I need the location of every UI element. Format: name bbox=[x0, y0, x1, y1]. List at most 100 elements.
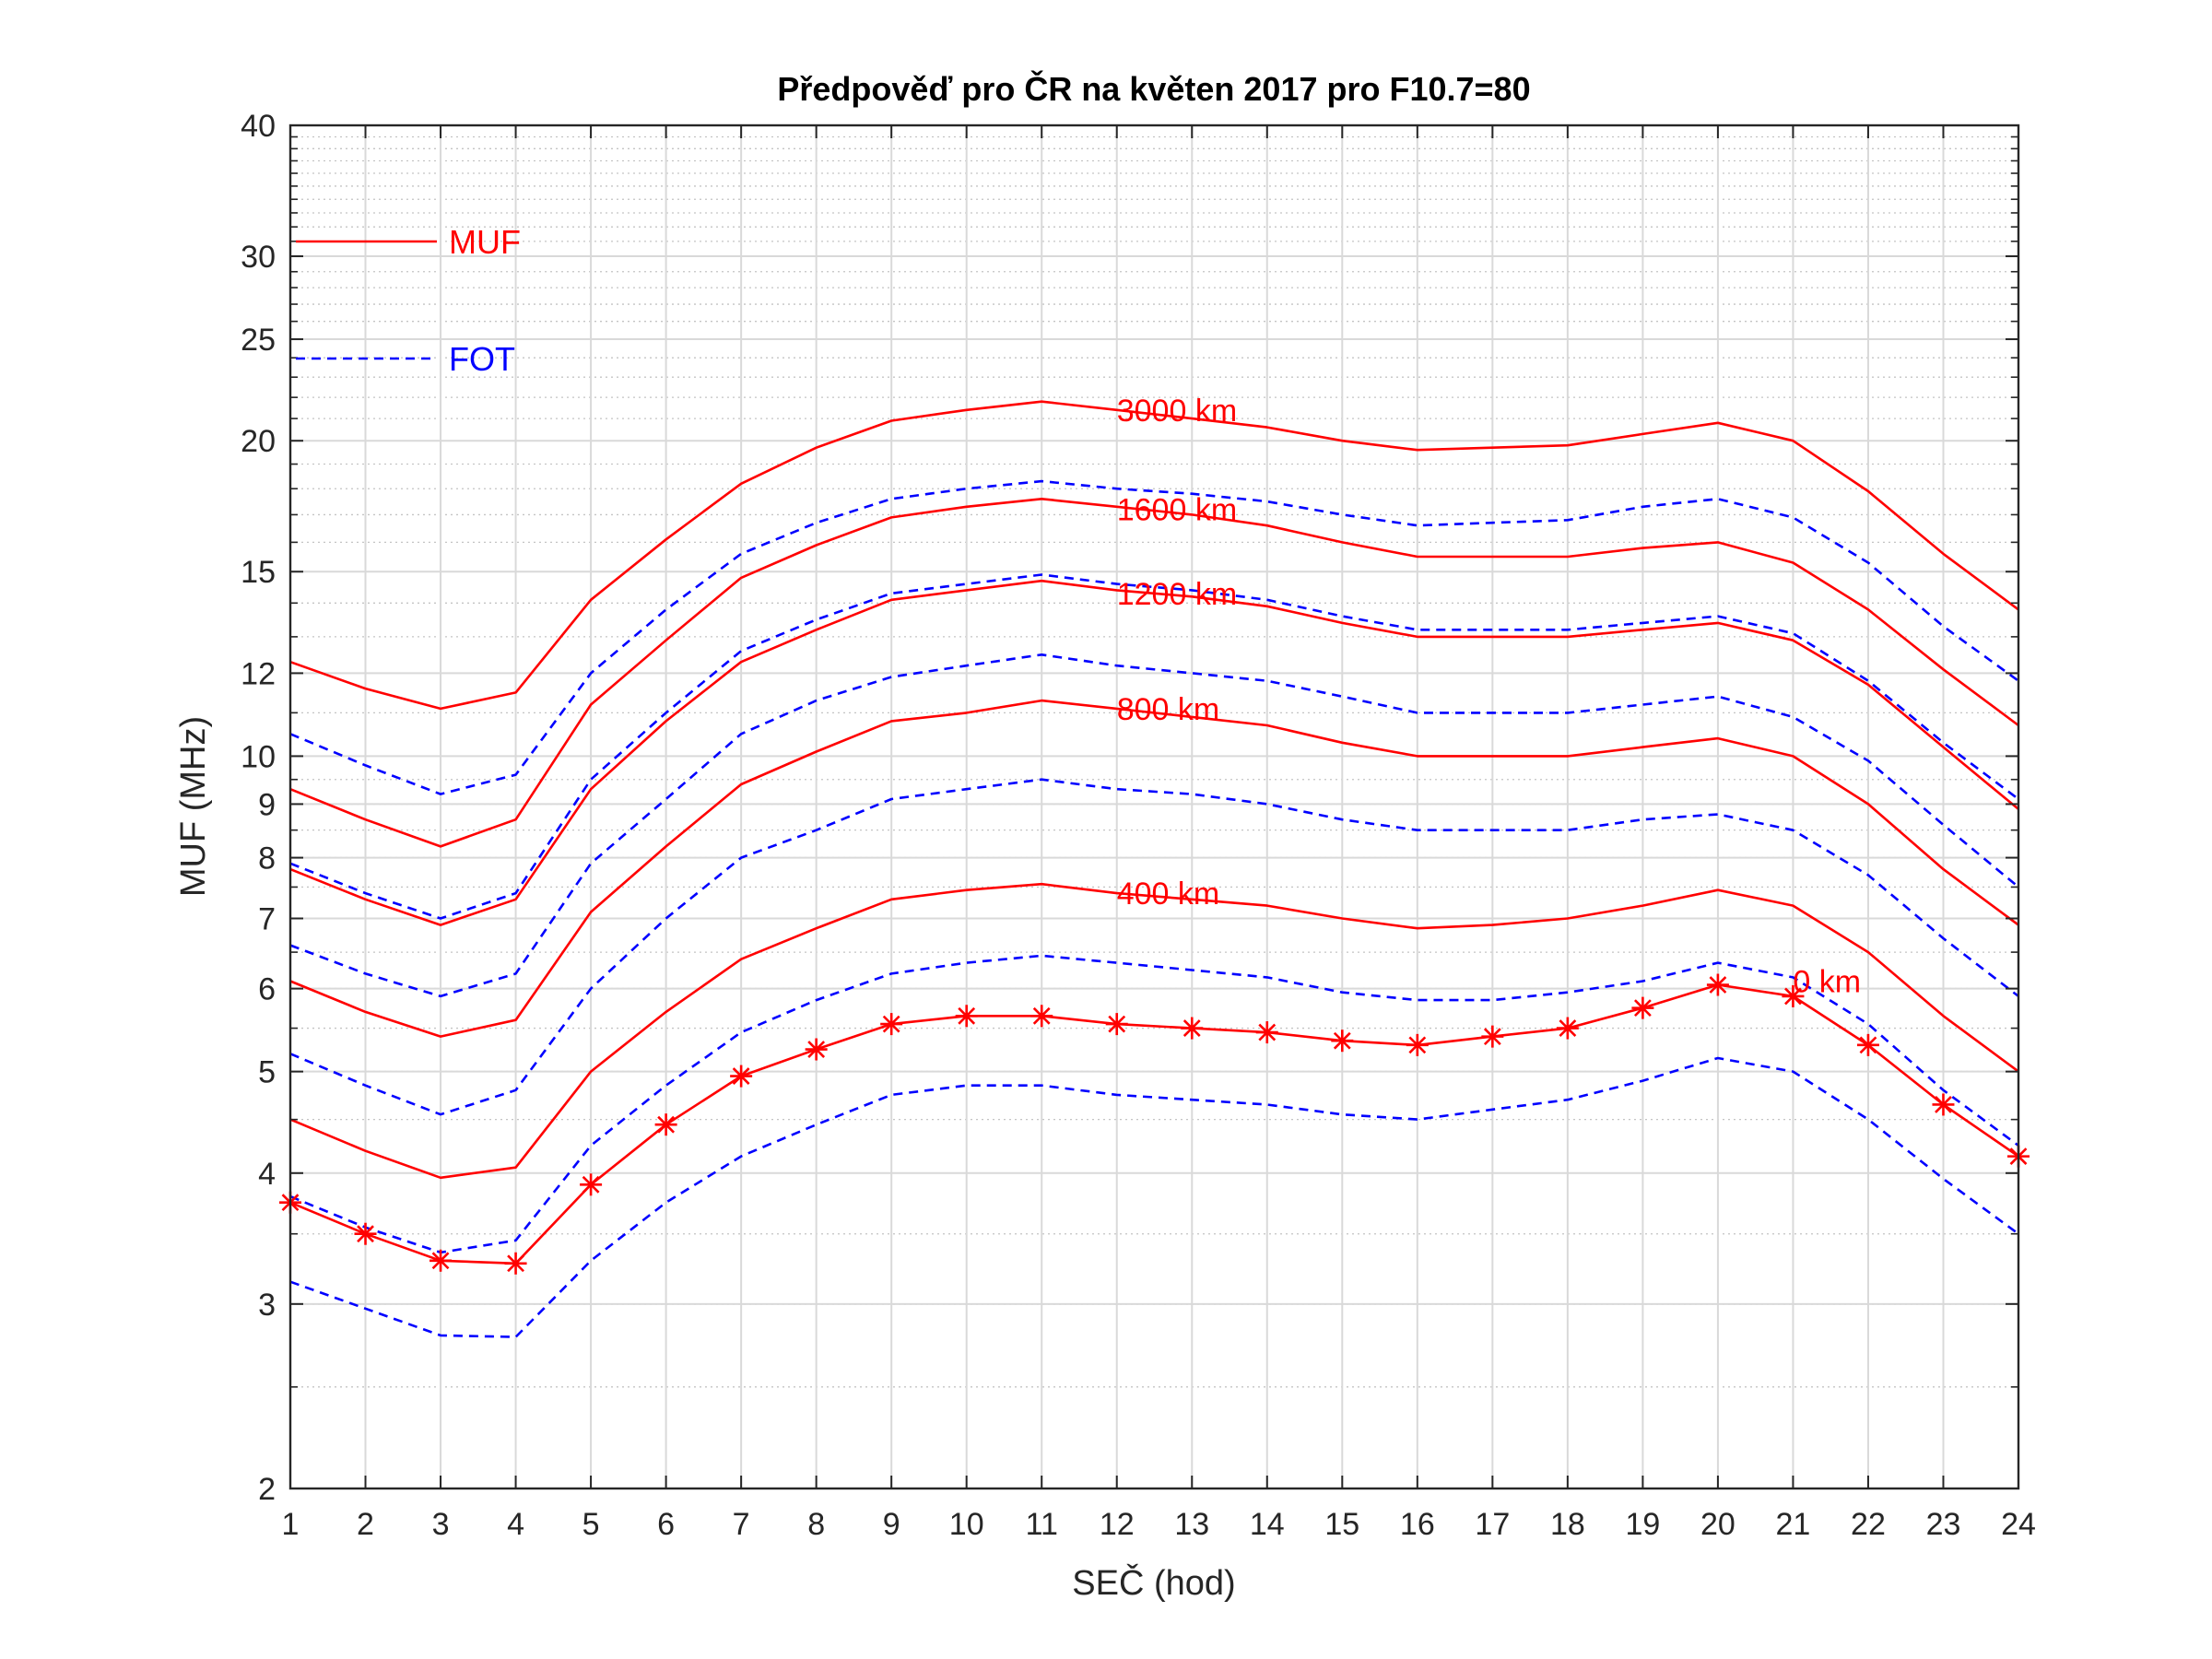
legend-label-muf: MUF bbox=[449, 223, 521, 261]
star-marker-stroke bbox=[357, 1225, 374, 1243]
star-marker bbox=[354, 1222, 377, 1245]
series-line-muf-400km bbox=[289, 882, 2019, 1180]
x-tick-label: 13 bbox=[1174, 1507, 1209, 1542]
series-line-fot-0km bbox=[289, 1056, 2019, 1338]
annotation-label: 0 km bbox=[1793, 964, 1861, 999]
star-marker-stroke bbox=[582, 1175, 600, 1194]
star-marker-stroke bbox=[1408, 1036, 1427, 1054]
star-marker bbox=[1856, 1033, 1879, 1056]
x-tick-label: 8 bbox=[807, 1507, 825, 1542]
star-marker bbox=[1406, 1033, 1429, 1056]
star-marker bbox=[1932, 1093, 1955, 1116]
series-line-fot-400km bbox=[289, 954, 2019, 1254]
y-tick-label: 15 bbox=[241, 555, 276, 590]
series-line-fot-1600km bbox=[289, 573, 2019, 920]
star-marker-stroke bbox=[1935, 1096, 1952, 1113]
x-tick-label: 15 bbox=[1324, 1507, 1359, 1542]
legend-label-fot: FOT bbox=[449, 340, 515, 378]
star-marker-stroke bbox=[431, 1252, 450, 1270]
x-tick-label: 3 bbox=[432, 1507, 450, 1542]
x-tick-label: 9 bbox=[883, 1507, 900, 1542]
star-marker-stroke bbox=[1483, 1028, 1501, 1046]
y-tick-label: 5 bbox=[258, 1055, 276, 1090]
annotation-label: 1200 km bbox=[1117, 577, 1237, 612]
x-tick-label: 19 bbox=[1625, 1507, 1660, 1542]
series-line-fot-800km bbox=[289, 778, 2019, 1116]
annotations: 3000 km 1600 km 1200 km 800 km 400 km 0 km bbox=[1117, 394, 1861, 1000]
star-marker bbox=[1105, 1013, 1128, 1036]
star-marker-stroke bbox=[732, 1067, 750, 1085]
y-tick-label: 25 bbox=[241, 323, 276, 358]
star-marker-stroke bbox=[1182, 1019, 1201, 1037]
y-tick-label: 7 bbox=[258, 902, 276, 937]
star-marker-stroke bbox=[1032, 1006, 1051, 1025]
series-line-muf-800km bbox=[289, 699, 2019, 1038]
star-marker bbox=[429, 1249, 453, 1272]
x-tick-label: 6 bbox=[657, 1507, 675, 1542]
x-axis-label: SEČ (hod) bbox=[1072, 1562, 1235, 1603]
y-tick-label: 6 bbox=[258, 972, 276, 1007]
star-marker-stroke bbox=[1333, 1031, 1351, 1050]
x-tick-label: 23 bbox=[1926, 1507, 1961, 1542]
legend: MUF FOT bbox=[296, 223, 521, 378]
star-marker bbox=[654, 1113, 677, 1136]
star-marker bbox=[1782, 984, 1805, 1007]
y-tick-label: 12 bbox=[241, 656, 276, 691]
x-tick-label: 2 bbox=[357, 1507, 374, 1542]
series-line-muf-3000km bbox=[289, 400, 2019, 711]
star-marker bbox=[1030, 1005, 1053, 1028]
star-marker bbox=[955, 1005, 978, 1028]
y-axis-label: MUF (MHz) bbox=[174, 716, 213, 897]
star-marker bbox=[730, 1065, 753, 1088]
y-tick-label: 30 bbox=[241, 240, 276, 275]
x-tick-label: 24 bbox=[2001, 1507, 2036, 1542]
y-tick-label: 40 bbox=[241, 109, 276, 144]
series-lines bbox=[289, 400, 2019, 1338]
star-marker-stroke bbox=[1709, 976, 1727, 994]
annotation-label: 400 km bbox=[1117, 877, 1220, 912]
star-marker-stroke bbox=[1108, 1015, 1126, 1033]
chart-title: Předpověď pro ČR na květen 2017 pro F10.… bbox=[777, 69, 1530, 108]
star-marker-stroke bbox=[1859, 1036, 1877, 1054]
x-tick-label: 4 bbox=[507, 1507, 524, 1542]
y-tick-label: 20 bbox=[241, 424, 276, 459]
x-tick-label: 7 bbox=[733, 1507, 750, 1542]
y-tick-label: 2 bbox=[258, 1472, 276, 1507]
x-tick-label: 21 bbox=[1776, 1507, 1811, 1542]
x-tick-label: 5 bbox=[582, 1507, 600, 1542]
y-tick-label: 8 bbox=[258, 841, 276, 877]
y-tick-label: 4 bbox=[258, 1157, 276, 1192]
series-line-fot-3000km bbox=[289, 479, 2019, 795]
x-tick-label: 1 bbox=[282, 1507, 300, 1542]
x-tick-label: 10 bbox=[949, 1507, 984, 1542]
y-tick-label: 9 bbox=[258, 787, 276, 822]
x-tick-label: 22 bbox=[1851, 1507, 1886, 1542]
star-marker bbox=[1181, 1017, 1204, 1040]
star-marker bbox=[880, 1013, 903, 1036]
annotation-label: 800 km bbox=[1117, 692, 1220, 727]
star-marker-stroke bbox=[958, 1006, 976, 1025]
series-line-muf-1200km bbox=[289, 579, 2019, 926]
series-line-muf-1600km bbox=[289, 497, 2019, 848]
star-marker-stroke bbox=[507, 1254, 524, 1273]
axes-box bbox=[288, 124, 2020, 1490]
x-tick-label: 11 bbox=[1026, 1507, 1058, 1542]
star-marker-stroke bbox=[1633, 999, 1652, 1018]
star-marker bbox=[1706, 973, 1729, 996]
star-marker bbox=[1255, 1021, 1278, 1044]
star-marker bbox=[1481, 1025, 1504, 1048]
star-marker bbox=[1331, 1030, 1354, 1053]
x-tick-label: 14 bbox=[1250, 1507, 1285, 1542]
star-marker bbox=[504, 1252, 527, 1275]
plot-area bbox=[290, 125, 2018, 1488]
annotation-label: 3000 km bbox=[1117, 394, 1237, 429]
x-tick-label: 18 bbox=[1550, 1507, 1585, 1542]
series-line-muf-0km bbox=[289, 983, 2019, 1265]
x-tick-label: 16 bbox=[1400, 1507, 1435, 1542]
series-line-fot-1200km bbox=[289, 653, 2019, 998]
star-marker bbox=[1631, 996, 1654, 1019]
star-marker-stroke bbox=[1559, 1019, 1577, 1037]
star-marker bbox=[580, 1173, 603, 1196]
